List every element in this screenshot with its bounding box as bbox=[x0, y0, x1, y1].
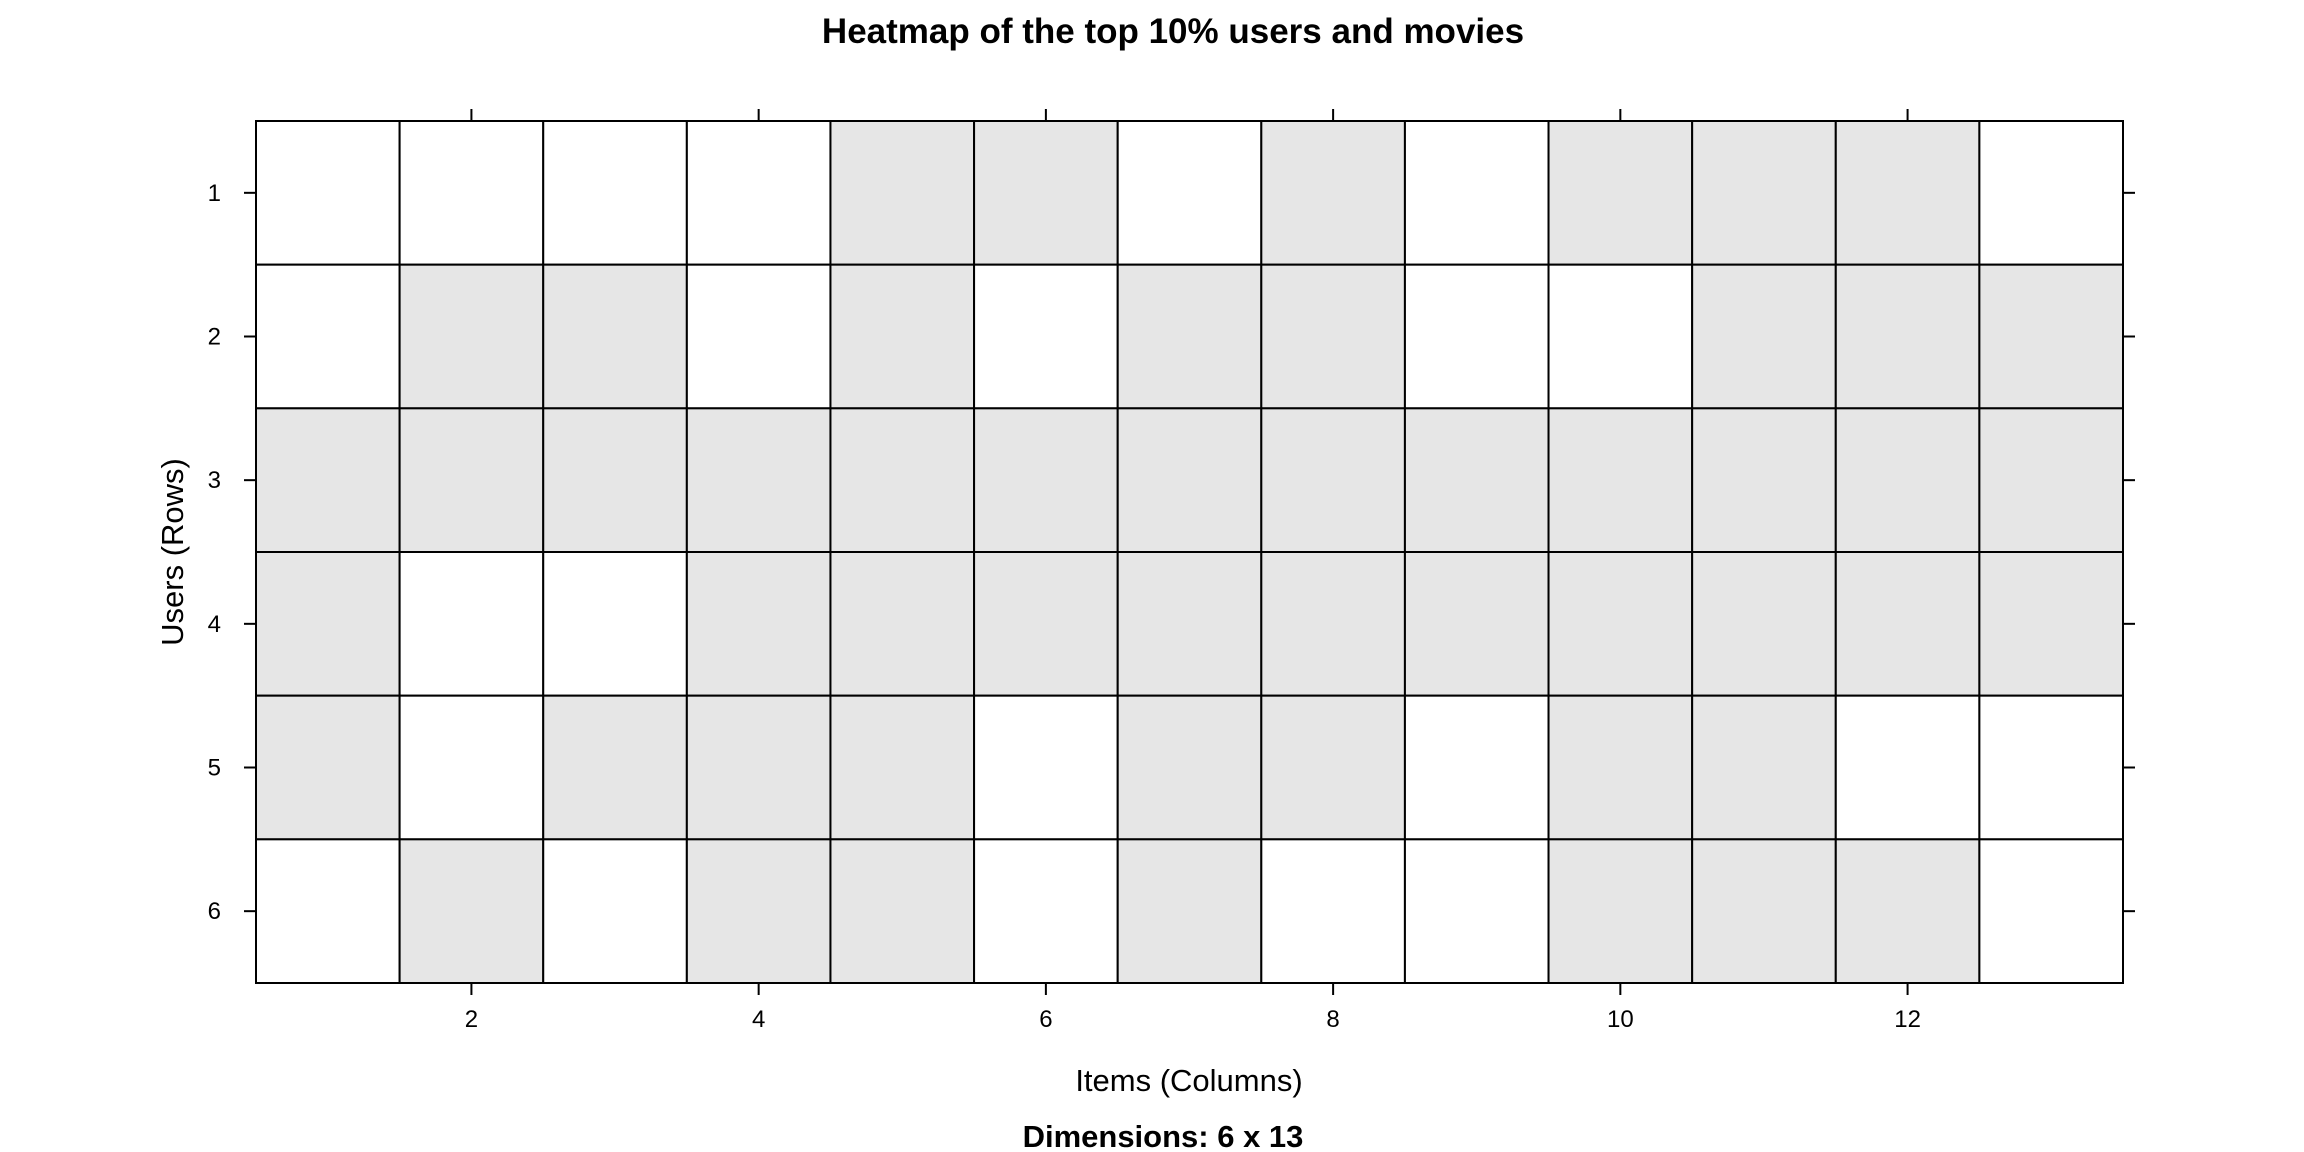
heatmap-cell-r5-c8 bbox=[1260, 694, 1406, 841]
heatmap-cell-r6-c6 bbox=[973, 838, 1119, 984]
x-tick-label-6: 6 bbox=[1039, 1006, 1052, 1033]
heatmap-cell-r1-c1 bbox=[255, 120, 401, 266]
x-tick-label-8: 8 bbox=[1326, 1006, 1339, 1033]
heatmap-cell-r1-c13 bbox=[1978, 120, 2125, 266]
heatmap-cell-r4-c12 bbox=[1834, 551, 1981, 697]
heatmap-cell-r2-c2 bbox=[398, 263, 545, 410]
heatmap-cell-r3-c12 bbox=[1834, 407, 1981, 554]
heatmap-cell-r2-c11 bbox=[1691, 263, 1837, 410]
heatmap-cell-r5-c12 bbox=[1834, 694, 1981, 841]
y-tick-label-6: 6 bbox=[208, 898, 221, 925]
heatmap-cell-r6-c3 bbox=[542, 838, 688, 984]
heatmap-cell-r1-c11 bbox=[1691, 120, 1837, 266]
heatmap-cell-r5-c3 bbox=[542, 694, 688, 841]
y-tick-label-3: 3 bbox=[208, 467, 221, 494]
heatmap-cell-r4-c8 bbox=[1260, 551, 1406, 697]
heatmap-cell-r3-c1 bbox=[255, 407, 401, 554]
plot-frame bbox=[255, 120, 2124, 984]
heatmap-cell-r5-c4 bbox=[685, 694, 832, 841]
heatmap-cell-r2-c6 bbox=[973, 263, 1119, 410]
heatmap-cell-r4-c6 bbox=[973, 551, 1119, 697]
heatmap-cell-r5-c5 bbox=[829, 694, 976, 841]
y-axis-label: Users (Rows) bbox=[155, 458, 190, 646]
heatmap-cell-r1-c8 bbox=[1260, 120, 1406, 266]
heatmap-cell-r3-c13 bbox=[1978, 407, 2125, 554]
heatmap-cell-r5-c10 bbox=[1547, 694, 1694, 841]
heatmap-cell-r5-c13 bbox=[1978, 694, 2125, 841]
heatmap-cell-r2-c13 bbox=[1978, 263, 2125, 410]
heatmap-cell-r6-c5 bbox=[829, 838, 976, 984]
x-tick-label-4: 4 bbox=[752, 1006, 765, 1033]
axis-ticks bbox=[244, 109, 2135, 995]
heatmap-cell-r3-c7 bbox=[1116, 407, 1263, 554]
heatmap-cell-r2-c4 bbox=[685, 263, 832, 410]
y-tick-label-5: 5 bbox=[208, 755, 221, 782]
heatmap-cell-r2-c12 bbox=[1834, 263, 1981, 410]
heatmap-cell-r6-c12 bbox=[1834, 838, 1981, 984]
y-tick-label-4: 4 bbox=[208, 611, 221, 638]
heatmap-cells bbox=[255, 120, 2125, 984]
heatmap-cell-r1-c2 bbox=[398, 120, 545, 266]
heatmap-cell-r5-c9 bbox=[1403, 694, 1550, 841]
heatmap-cell-r5-c2 bbox=[398, 694, 545, 841]
heatmap-cell-r6-c1 bbox=[255, 838, 401, 984]
heatmap-cell-r4-c9 bbox=[1403, 551, 1550, 697]
heatmap-cell-r4-c3 bbox=[542, 551, 688, 697]
heatmap-cell-r5-c11 bbox=[1691, 694, 1837, 841]
heatmap-cell-r6-c13 bbox=[1978, 838, 2125, 984]
heatmap-cell-r3-c5 bbox=[829, 407, 976, 554]
heatmap-cell-r4-c11 bbox=[1691, 551, 1837, 697]
heatmap-cell-r2-c1 bbox=[255, 263, 401, 410]
chart-subtitle: Dimensions: 6 x 13 bbox=[1023, 1119, 1304, 1152]
x-tick-label-12: 12 bbox=[1894, 1006, 1921, 1033]
heatmap-cell-r2-c10 bbox=[1547, 263, 1694, 410]
heatmap-cell-r3-c4 bbox=[685, 407, 832, 554]
y-tick-label-1: 1 bbox=[208, 180, 221, 207]
heatmap-cell-r3-c6 bbox=[973, 407, 1119, 554]
heatmap-cell-r2-c3 bbox=[542, 263, 688, 410]
heatmap-cell-r5-c7 bbox=[1116, 694, 1263, 841]
heatmap-cell-r2-c8 bbox=[1260, 263, 1406, 410]
heatmap-cell-r2-c7 bbox=[1116, 263, 1263, 410]
heatmap-cell-r1-c9 bbox=[1403, 120, 1550, 266]
chart-title: Heatmap of the top 10% users and movies bbox=[822, 12, 1524, 51]
heatmap-cell-r2-c9 bbox=[1403, 263, 1550, 410]
heatmap-cell-r3-c3 bbox=[542, 407, 688, 554]
heatmap-cell-r4-c13 bbox=[1978, 551, 2125, 697]
heatmap-cell-r5-c1 bbox=[255, 694, 401, 841]
heatmap-cell-r4-c4 bbox=[685, 551, 832, 697]
heatmap-cell-r3-c2 bbox=[398, 407, 545, 554]
heatmap-cell-r1-c6 bbox=[973, 120, 1119, 266]
y-tick-label-2: 2 bbox=[208, 324, 221, 351]
heatmap-cell-r2-c5 bbox=[829, 263, 976, 410]
heatmap-cell-r4-c5 bbox=[829, 551, 976, 697]
heatmap-cell-r6-c7 bbox=[1116, 838, 1263, 984]
heatmap-cell-r4-c1 bbox=[255, 551, 401, 697]
heatmap-cell-r1-c10 bbox=[1547, 120, 1694, 266]
heatmap-cell-r6-c10 bbox=[1547, 838, 1694, 984]
heatmap-cell-r6-c2 bbox=[398, 838, 545, 984]
heatmap-cell-r1-c12 bbox=[1834, 120, 1981, 266]
heatmap-cell-r6-c4 bbox=[685, 838, 832, 984]
heatmap-cell-r1-c5 bbox=[829, 120, 976, 266]
heatmap-cell-r6-c8 bbox=[1260, 838, 1406, 984]
heatmap-cell-r1-c4 bbox=[685, 120, 832, 266]
heatmap-cell-r3-c10 bbox=[1547, 407, 1694, 554]
heatmap-cell-r4-c2 bbox=[398, 551, 545, 697]
heatmap-cell-r3-c8 bbox=[1260, 407, 1406, 554]
x-tick-label-10: 10 bbox=[1607, 1006, 1634, 1033]
heatmap-cell-r5-c6 bbox=[973, 694, 1119, 841]
heatmap-cell-r1-c3 bbox=[542, 120, 688, 266]
x-tick-label-2: 2 bbox=[465, 1006, 478, 1033]
heatmap-cell-r3-c11 bbox=[1691, 407, 1837, 554]
x-axis-label: Items (Columns) bbox=[1075, 1063, 1302, 1098]
heatmap-cell-r3-c9 bbox=[1403, 407, 1550, 554]
heatmap-cell-r4-c10 bbox=[1547, 551, 1694, 697]
heatmap-cell-r4-c7 bbox=[1116, 551, 1263, 697]
heatmap-cell-r6-c9 bbox=[1403, 838, 1550, 984]
heatmap-cell-r1-c7 bbox=[1116, 120, 1263, 266]
heatmap-cell-r6-c11 bbox=[1691, 838, 1837, 984]
